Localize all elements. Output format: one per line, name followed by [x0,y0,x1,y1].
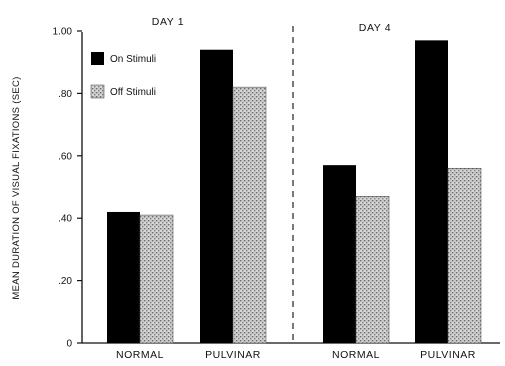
panel-label-day1: DAY 1 [152,16,184,28]
y-axis-label: MEAN DURATION OF VISUAL FIXATIONS (SEC) [11,76,22,299]
y-tick-label: .80 [58,89,72,100]
legend-label-on-stimuli: On Stimuli [110,54,156,65]
bar-on-stimuli [200,49,233,343]
legend-swatch-on-stimuli [91,52,104,65]
x-category-label: PULVINAR [420,349,476,361]
bar-on-stimuli [415,40,448,344]
bars [107,40,482,344]
y-tick-label: 0 [66,339,72,350]
x-category-label: NORMAL [116,349,164,361]
y-tick-label: .40 [58,214,72,225]
y-tick-label: .60 [58,151,72,162]
bar-off-stimuli [447,167,482,344]
bar-off-stimuli [355,196,390,344]
x-category-label: PULVINAR [205,349,261,361]
category-labels: NORMAL PULVINAR NORMAL PULVINAR [116,349,476,361]
y-ticks: 0 .20 .40 .60 .80 1.00 [53,27,82,350]
x-category-label: NORMAL [332,349,380,361]
panel-label-day4: DAY 4 [359,22,391,34]
y-tick-label: 1.00 [53,27,73,38]
y-tick-label: .20 [58,276,72,287]
bar-off-stimuli [139,214,174,344]
bar-on-stimuli [107,211,140,343]
bar-on-stimuli [323,165,356,343]
legend-swatch-off-stimuli [90,84,105,99]
legend-label-off-stimuli: Off Stimuli [110,87,156,98]
bar-off-stimuli [232,86,267,344]
legend: On Stimuli Off Stimuli [90,52,156,99]
